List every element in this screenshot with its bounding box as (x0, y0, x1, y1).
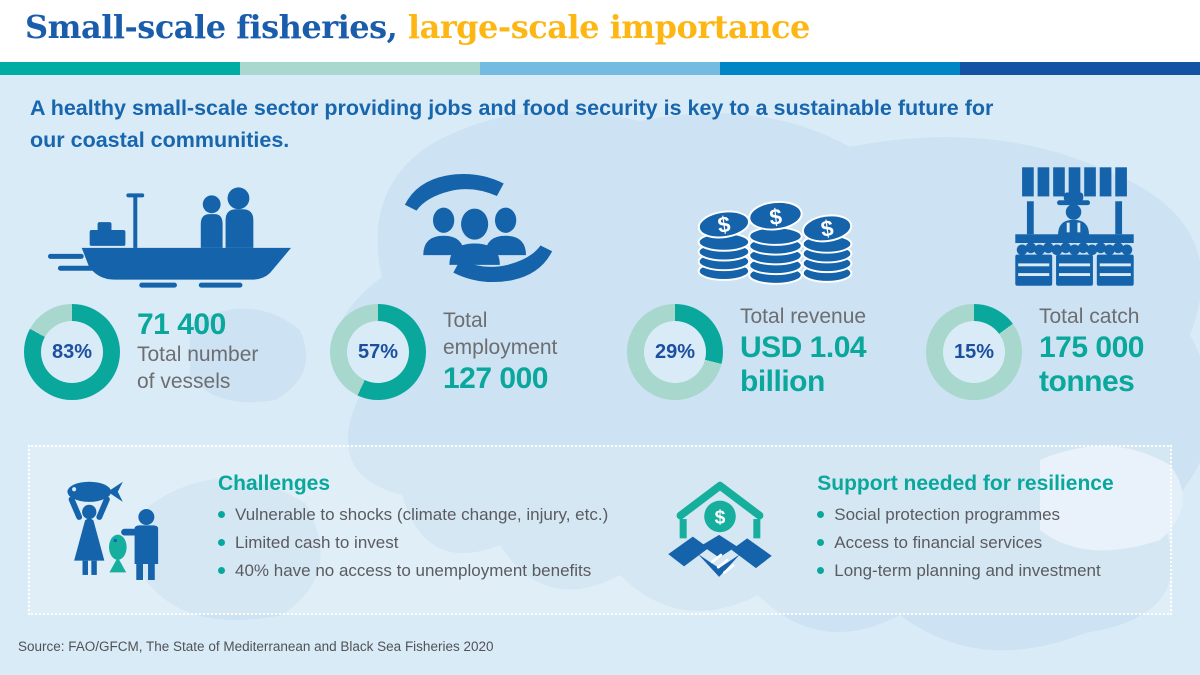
list-item: Long-term planning and investment (817, 561, 1113, 581)
stat-value: 71 400 (137, 307, 226, 341)
percent-label: 57% (357, 340, 399, 363)
percent-label: 29% (654, 340, 696, 363)
stat-label: of vessels (137, 370, 231, 394)
dollar-glyph: $ (819, 215, 835, 242)
donut-chart-catch: 15% (926, 304, 1022, 400)
stat-label: Total revenue (740, 305, 867, 329)
donut-chart-revenue: 29% (627, 304, 723, 400)
support-section: $ Su (608, 447, 1170, 613)
people-holding-fish-icon (58, 464, 186, 596)
donut-chart-vessels: 83% (24, 304, 120, 400)
intro-text: A healthy small-scale sector providing j… (30, 96, 994, 153)
content-area: A healthy small-scale sector providing j… (0, 75, 1200, 675)
list-item: Access to financial services (817, 533, 1113, 553)
stat-value: 175 000 (1039, 330, 1144, 364)
stat-value: billion (740, 365, 825, 399)
donut-hole: 15% (943, 321, 1005, 383)
title-blue-part: Small-scale fisheries, (25, 8, 398, 46)
percent-label: 83% (51, 340, 93, 363)
fish-market-stall-icon (926, 160, 1200, 288)
source-text: Source: FAO/GFCM, The State of Mediterra… (18, 639, 494, 654)
list-item: Social protection programmes (817, 505, 1113, 525)
list-item: Limited cash to invest (218, 533, 608, 553)
stat-vessels: 83% 71 400 Total number of vessels (24, 160, 320, 400)
donut-hole: 29% (644, 321, 706, 383)
support-text: Support needed for resilience Social pro… (817, 471, 1114, 589)
stat-value: tonnes (1039, 365, 1135, 399)
challenges-support-panel: Challenges Vulnerable to shocks (climate… (28, 445, 1172, 615)
stat-catch: 15% Total catch 175 000 tonnes (926, 160, 1200, 400)
house-dollar-handshake-icon: $ (663, 470, 777, 590)
challenges-section: Challenges Vulnerable to shocks (climate… (30, 447, 608, 613)
stat-label: Total (443, 308, 488, 332)
percent-label: 15% (953, 340, 995, 363)
donut-hole: 83% (41, 321, 103, 383)
challenges-text: Challenges Vulnerable to shocks (climate… (218, 472, 608, 589)
color-bar-segment-2 (240, 62, 480, 75)
dollar-glyph: $ (768, 204, 784, 230)
stat-value: 127 000 (443, 361, 548, 395)
color-bar-segment-5 (960, 62, 1200, 75)
stat-vessels-text: 71 400 Total number of vessels (137, 308, 258, 396)
stat-label: employment (443, 335, 558, 359)
stat-catch-text: Total catch 175 000 tonnes (1039, 304, 1144, 400)
stat-label: Total catch (1039, 305, 1140, 329)
donut-hole: 57% (347, 321, 409, 383)
list-item: 40% have no access to unemployment benef… (218, 561, 608, 581)
hands-community-icon (330, 160, 626, 288)
challenges-list: Vulnerable to shocks (climate change, in… (218, 505, 608, 581)
dollar-glyph: $ (716, 211, 732, 238)
support-list: Social protection programmes Access to f… (817, 505, 1113, 581)
list-item: Vulnerable to shocks (climate change, in… (218, 505, 608, 525)
color-bar-segment-1 (0, 62, 240, 75)
stat-value: USD 1.04 (740, 330, 867, 364)
color-bar-segment-3 (480, 62, 720, 75)
title-yellow-part: large-scale importance (397, 8, 810, 46)
page-title: Small-scale fisheries, large-scale impor… (0, 0, 1200, 46)
fishing-boat-icon (24, 160, 320, 288)
stat-label: Total number (137, 343, 259, 367)
dollar-glyph: $ (715, 507, 726, 528)
color-bar-segment-4 (720, 62, 960, 75)
stat-revenue-text: Total revenue USD 1.04 billion (740, 304, 867, 400)
header: Small-scale fisheries, large-scale impor… (0, 0, 1200, 62)
coin-stacks-icon: $ $ $ (627, 160, 923, 288)
stat-revenue: $ $ $ 29% Total revenue USD 1.04 billion (627, 160, 923, 400)
stat-employment-text: Total employment 127 000 (443, 308, 557, 396)
color-bar (0, 62, 1200, 75)
donut-chart-employment: 57% (330, 304, 426, 400)
support-title: Support needed for resilience (817, 471, 1114, 495)
stat-employment: 57% Total employment 127 000 (330, 160, 626, 400)
challenges-title: Challenges (218, 471, 331, 495)
